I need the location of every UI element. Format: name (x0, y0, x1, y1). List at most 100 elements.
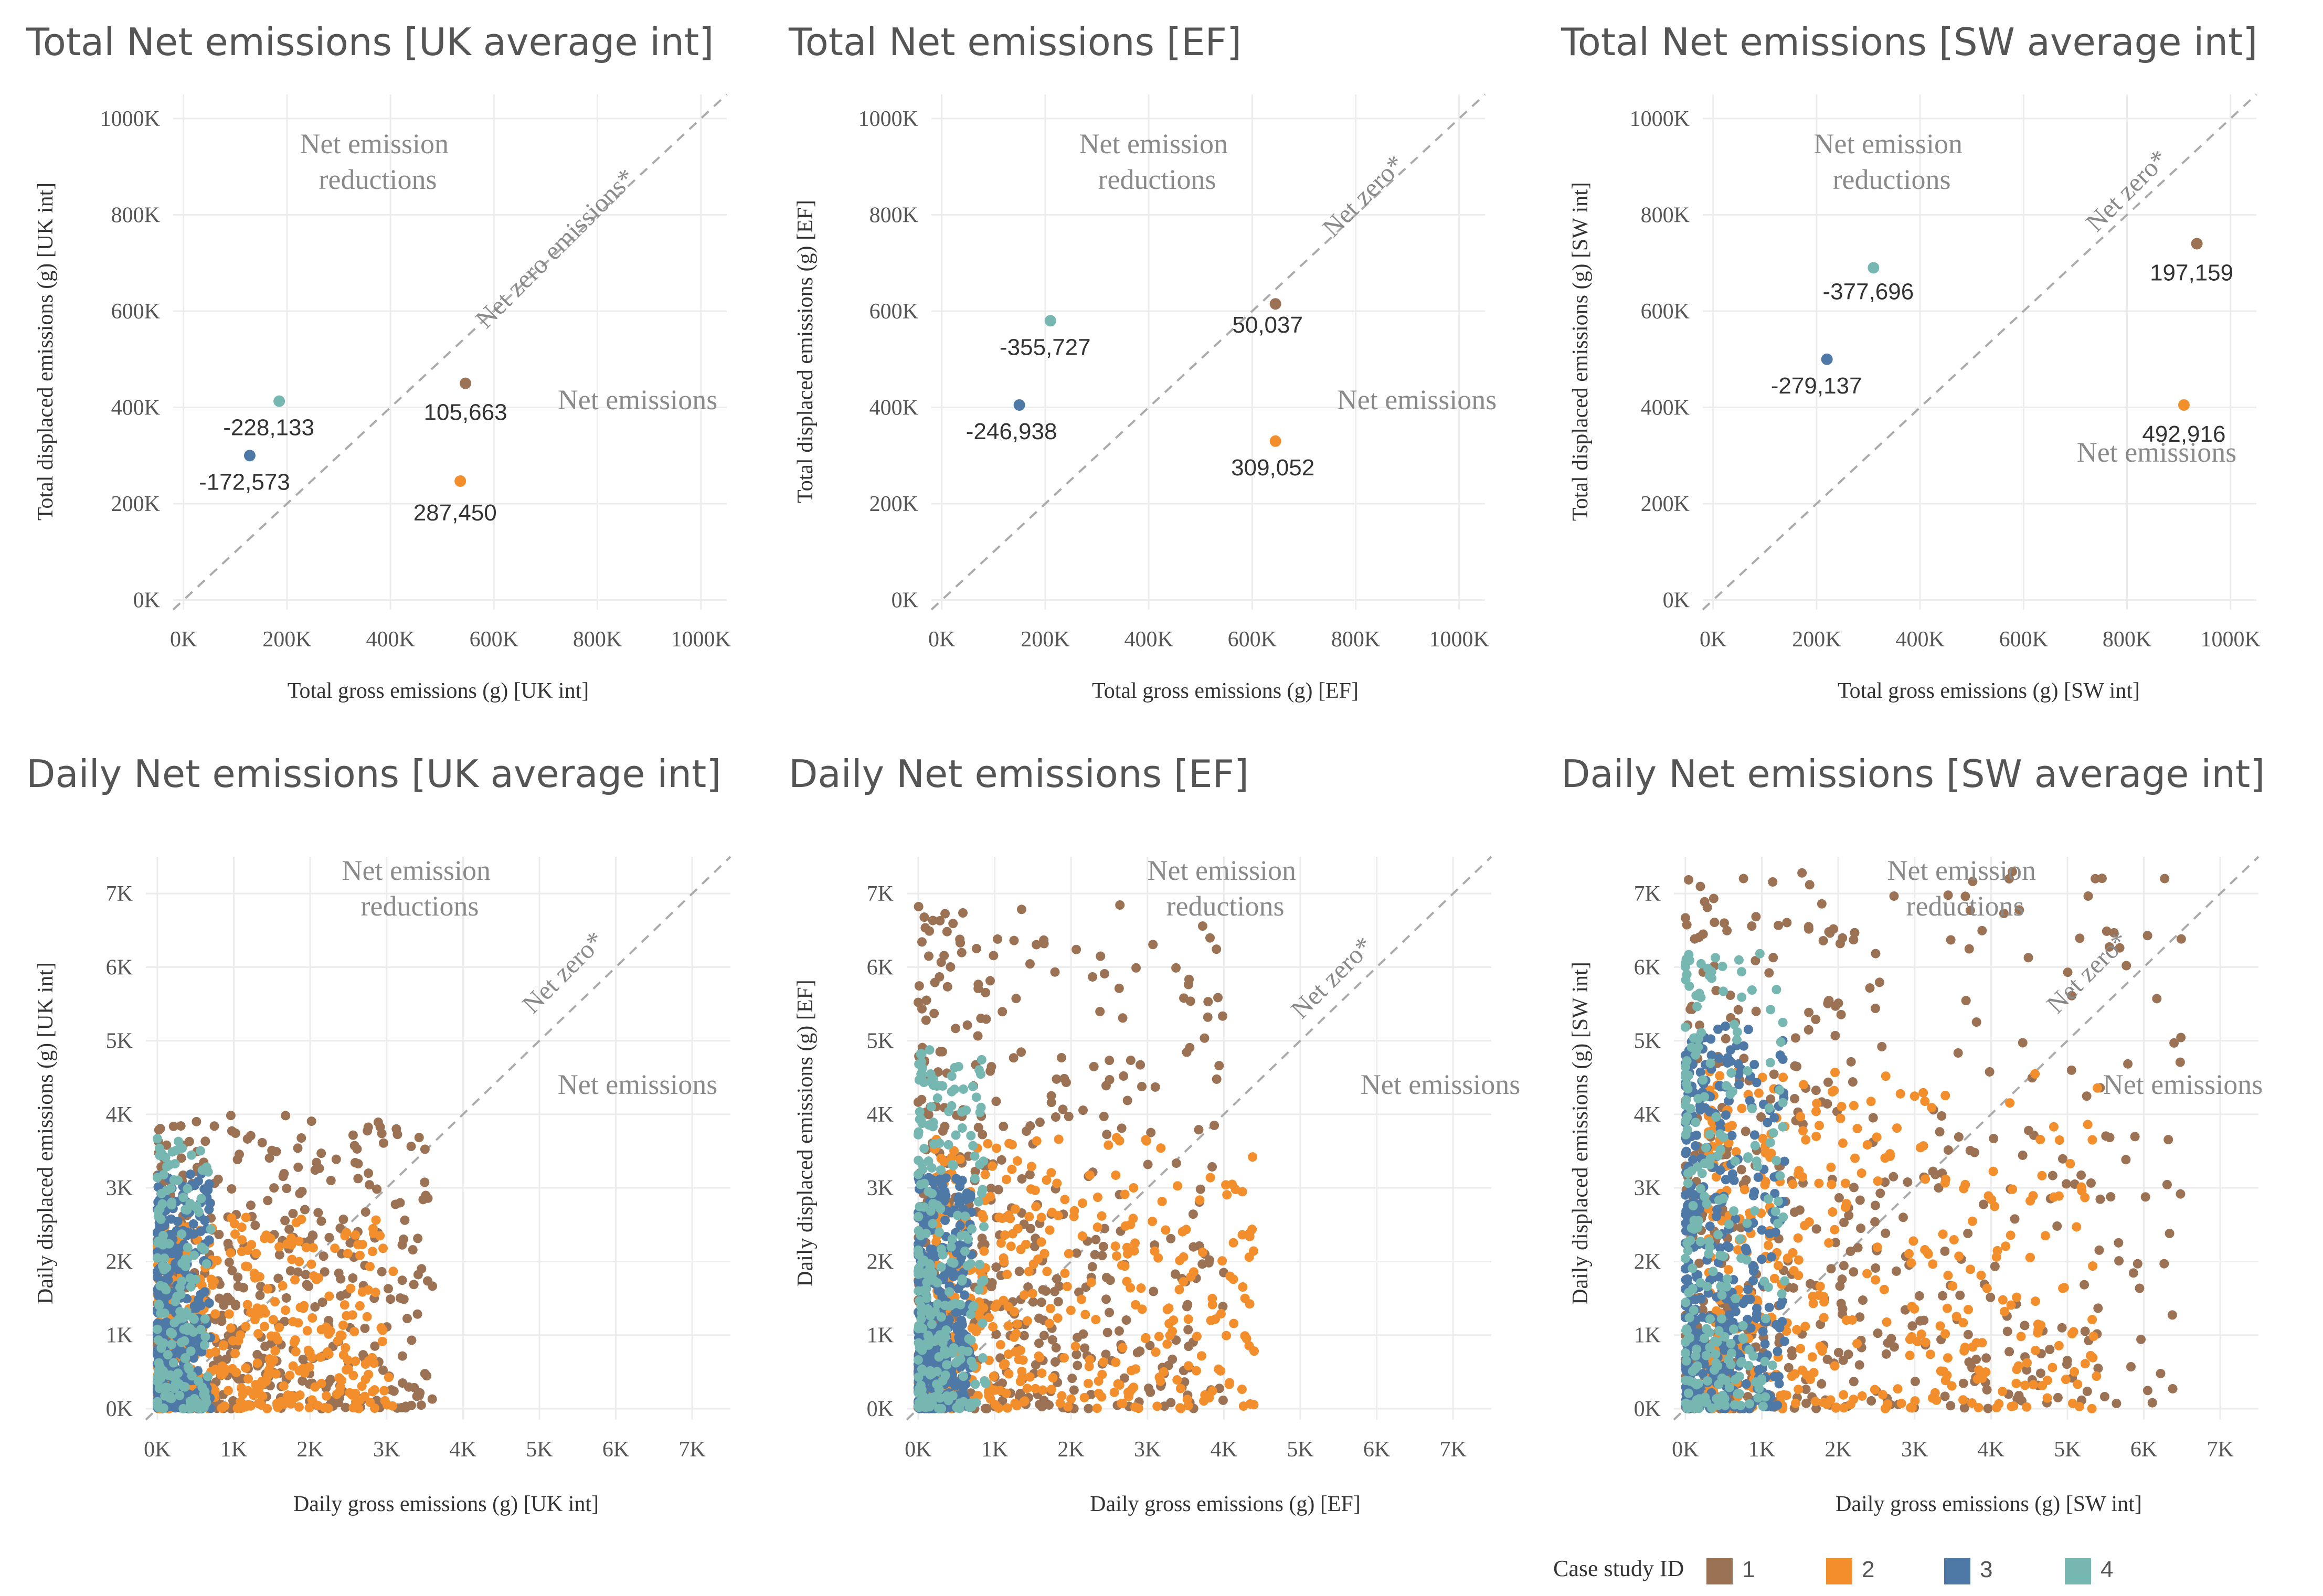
data-point-case-2 (1126, 1220, 1136, 1230)
data-point-case-2 (1237, 1230, 1247, 1240)
data-point-case-2 (2008, 1184, 2018, 1194)
data-point-case-4 (1682, 1125, 1692, 1135)
data-point-case-4 (947, 1257, 957, 1267)
data-point-case-2 (1893, 1384, 1903, 1394)
data-point-case-1 (2122, 961, 2131, 971)
data-point-case-4 (175, 1306, 185, 1316)
data-point-case-4 (977, 1188, 987, 1198)
data-point-case-2 (230, 1229, 240, 1239)
data-point-case-2 (2006, 1230, 2016, 1240)
data-point-case-2 (1002, 1270, 1012, 1280)
data-point-case-3 (1770, 1227, 1780, 1237)
y-tick-label: 4K (106, 1103, 133, 1127)
data-point-case-4 (1696, 959, 1706, 969)
legend-title: Case study ID (1553, 1556, 1684, 1581)
data-point-case-1 (1782, 918, 1792, 928)
data-point-case-3 (1758, 1326, 1768, 1336)
data-point-case-2 (988, 1322, 998, 1332)
data-point-case-1 (1105, 1056, 1115, 1066)
data-point-case-2 (1024, 1267, 1034, 1276)
data-point-case-4 (1680, 1100, 1690, 1110)
data-point-case-1 (285, 1266, 295, 1276)
data-point-case-4 (1738, 1333, 1748, 1343)
data-point-case-4 (154, 1384, 164, 1393)
data-point-case-2 (1943, 1271, 1953, 1281)
data-point-case-4 (1752, 1156, 1762, 1166)
data-label: -246,938 (966, 419, 1057, 444)
data-point-case-4 (1778, 1098, 1788, 1108)
data-point-case-1 (942, 927, 952, 937)
data-point-case-2 (1141, 1135, 1151, 1145)
data-point-case-1 (246, 1200, 256, 1210)
data-point-case-1 (2104, 942, 2114, 952)
region-upper-line-1: Net emission (1887, 855, 2036, 886)
data-point-case-4 (960, 1246, 970, 1256)
x-tick-label: 6K (2130, 1438, 2157, 1462)
data-point-case-1 (1946, 1401, 1956, 1411)
data-point-case-4 (936, 1165, 946, 1175)
data-point-case-1 (1207, 1162, 1217, 1172)
data-point-case-1 (1017, 1174, 1027, 1184)
data-point-case-2 (254, 1272, 264, 1282)
data-point-case-1 (227, 1265, 237, 1275)
data-point-case-2 (1881, 1071, 1891, 1081)
data-point-case-1 (386, 1294, 396, 1304)
data-point-case-2 (308, 1243, 318, 1253)
data-point-case-2 (1938, 1229, 1948, 1239)
data-point-case-2 (1214, 1364, 1224, 1374)
data-point-case-2 (1174, 1284, 1184, 1294)
data-point-case-2 (1131, 1364, 1141, 1374)
data-point-case-2 (1168, 1326, 1178, 1336)
data-point-case-2 (1009, 1332, 1019, 1342)
region-upper-label: Net emission reductions (342, 855, 498, 922)
y-tick-label: 6K (1634, 955, 1661, 980)
data-point-case-1 (1898, 1212, 1908, 1222)
data-point-case-2 (1927, 1103, 1937, 1113)
data-point-case-2 (1222, 1331, 1232, 1340)
data-point-case-1 (1811, 1014, 1821, 1024)
data-point-case-2 (2022, 1358, 2032, 1368)
data-point-case-2 (287, 1254, 297, 1264)
y-tick-label: 2K (867, 1250, 894, 1274)
data-point-case-2 (1872, 1242, 1882, 1252)
data-point-case-1 (991, 1262, 1001, 1272)
data-point-case-4 (1680, 1022, 1690, 1032)
data-point-case-3 (1734, 1080, 1744, 1090)
data-point-case-3 (1721, 1110, 1731, 1120)
data-point-case-1 (2152, 994, 2162, 1004)
data-point-case-1 (929, 1008, 939, 1018)
data-point-case-4 (197, 1382, 207, 1392)
data-point-case-1 (1059, 1073, 1069, 1083)
data-point-case-2 (1010, 1204, 1020, 1214)
data-point-case-2 (1942, 1303, 1952, 1313)
y-axis-label: Total displaced emissions (g) [UK int] (34, 183, 58, 520)
data-point-case-2 (1175, 1384, 1185, 1393)
data-point-case-2 (243, 1386, 253, 1396)
data-point-case-4 (1689, 1216, 1699, 1226)
data-point-case-1 (310, 1302, 320, 1312)
data-point-case-4 (916, 1049, 926, 1059)
data-point-case-1 (1934, 1183, 1944, 1193)
data-point-case-1 (1817, 1379, 1827, 1389)
x-tick-label: 600K (1999, 627, 2048, 652)
data-point-case-4 (167, 1339, 177, 1349)
x-tick-label: 6K (602, 1438, 629, 1462)
data-point-case-2 (289, 1337, 299, 1347)
data-point-case-1 (1711, 985, 1721, 995)
data-point-case-1 (1836, 1009, 1846, 1019)
data-point-case-2 (1048, 1373, 1058, 1383)
data-point-case-2 (1799, 1080, 1809, 1090)
data-point-case-1 (1050, 967, 1060, 977)
data-point-case-1 (939, 951, 949, 961)
data-point-case-1 (273, 1273, 283, 1283)
data-point-case-4 (273, 395, 285, 407)
data-point-case-2 (1197, 1247, 1207, 1257)
data-point-case-3 (1757, 1254, 1767, 1264)
data-point-case-4 (1684, 955, 1694, 965)
data-point-case-4 (1778, 1122, 1788, 1132)
data-point-case-2 (1131, 1300, 1141, 1310)
data-point-case-2 (1092, 1193, 1102, 1203)
data-point-case-1 (2082, 1386, 2092, 1396)
data-point-case-1 (935, 916, 945, 925)
net-zero-line (172, 93, 728, 611)
